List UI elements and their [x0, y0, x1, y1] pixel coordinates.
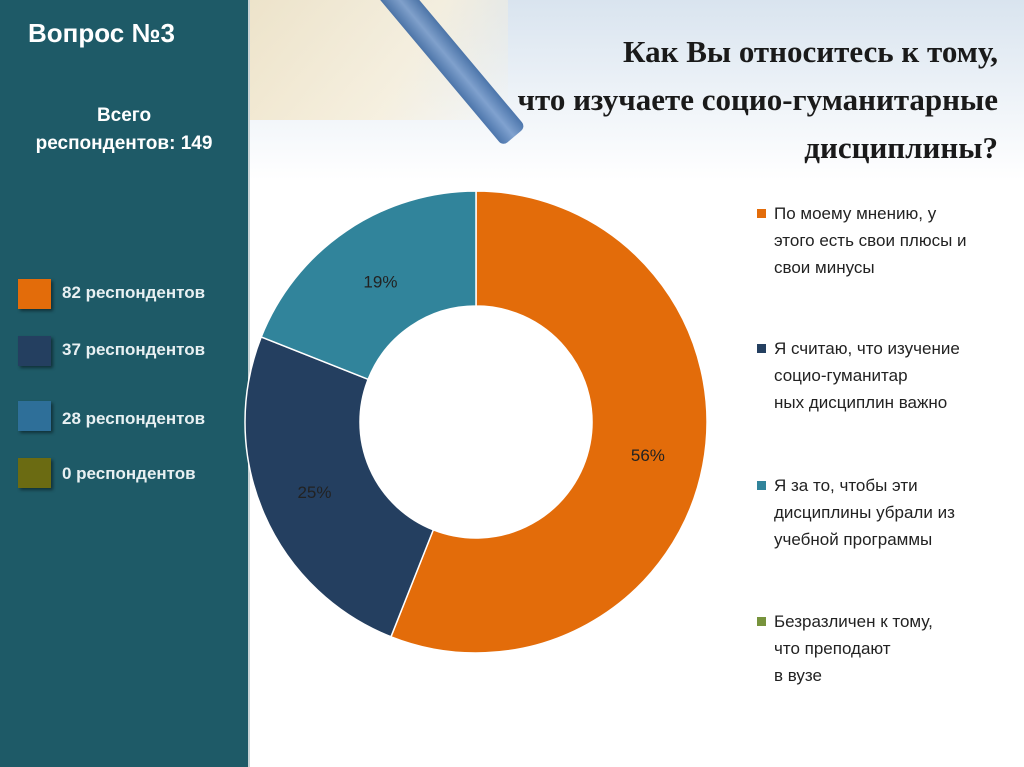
count-label: 37 респондентов — [62, 340, 206, 359]
legend-swatch — [757, 617, 766, 626]
legend-label-line: учебной программы — [774, 530, 933, 549]
donut-slice-1 — [389, 190, 708, 654]
legend-swatch — [757, 209, 766, 218]
count-label: 0 респондентов — [62, 464, 196, 483]
legend-swatch — [757, 481, 766, 490]
total-line-1: Всего — [96, 105, 152, 126]
legend-label-line: Я считаю, что изучение — [774, 339, 960, 358]
legend-label: Я за то, чтобы эти дисциплины убрали из уч… — [774, 472, 1014, 553]
title-line-2: что изучаете социо-гуманитарные — [517, 82, 998, 117]
legend-swatch — [757, 344, 766, 353]
data-label-3: 19% — [363, 272, 397, 291]
legend-label-line: Безразличен к тому, — [774, 612, 933, 631]
legend-label-line: социо-гуманитар — [774, 366, 908, 385]
legend-label-line: дисциплины убрали из — [774, 503, 955, 522]
legend-label: Безразличен к тому, что преподают в вузе — [774, 608, 1014, 689]
swatch-dark-blue — [18, 336, 51, 366]
title-line-1: Как Вы относитесь к тому, — [623, 34, 998, 69]
legend-label-line: свои минусы — [774, 258, 875, 277]
donut-slice-2 — [244, 335, 435, 638]
question-number: Вопрос №3 — [28, 18, 175, 48]
legend-label-line: в вузе — [774, 666, 822, 685]
count-label: 28 респондентов — [62, 409, 206, 428]
sidebar: Вопрос №3 Всего респондентов: 149 82 рес… — [0, 0, 250, 767]
swatch-blue — [18, 401, 51, 431]
legend-label-line: этого есть свои плюсы и — [774, 231, 967, 250]
count-label: 82 респондентов — [62, 283, 206, 302]
swatch-orange — [18, 279, 51, 309]
legend-label-line: По моему мнению, у — [774, 204, 937, 223]
legend-label-line: что преподают — [774, 639, 891, 658]
legend-label-line: ных дисциплин важно — [774, 393, 948, 412]
data-label-1: 56% — [631, 446, 665, 465]
legend-label-line: Я за то, чтобы эти — [774, 476, 918, 495]
legend-label: Я считаю, что изучение социо-гуманитар ных… — [774, 335, 1014, 416]
donut-slice-3 — [260, 190, 477, 381]
swatch-olive — [18, 458, 51, 488]
total-line-2: респондентов: 149 — [35, 133, 213, 154]
title-line-3: дисциплины? — [804, 130, 998, 165]
slide-title: Как Вы относитесь к тому, что изучаете с… — [358, 28, 998, 172]
total-respondents: Всего респондентов: 149 — [0, 102, 248, 158]
legend-label: По моему мнению, у этого есть свои плюсы … — [774, 200, 1014, 281]
data-label-2: 25% — [297, 483, 331, 502]
